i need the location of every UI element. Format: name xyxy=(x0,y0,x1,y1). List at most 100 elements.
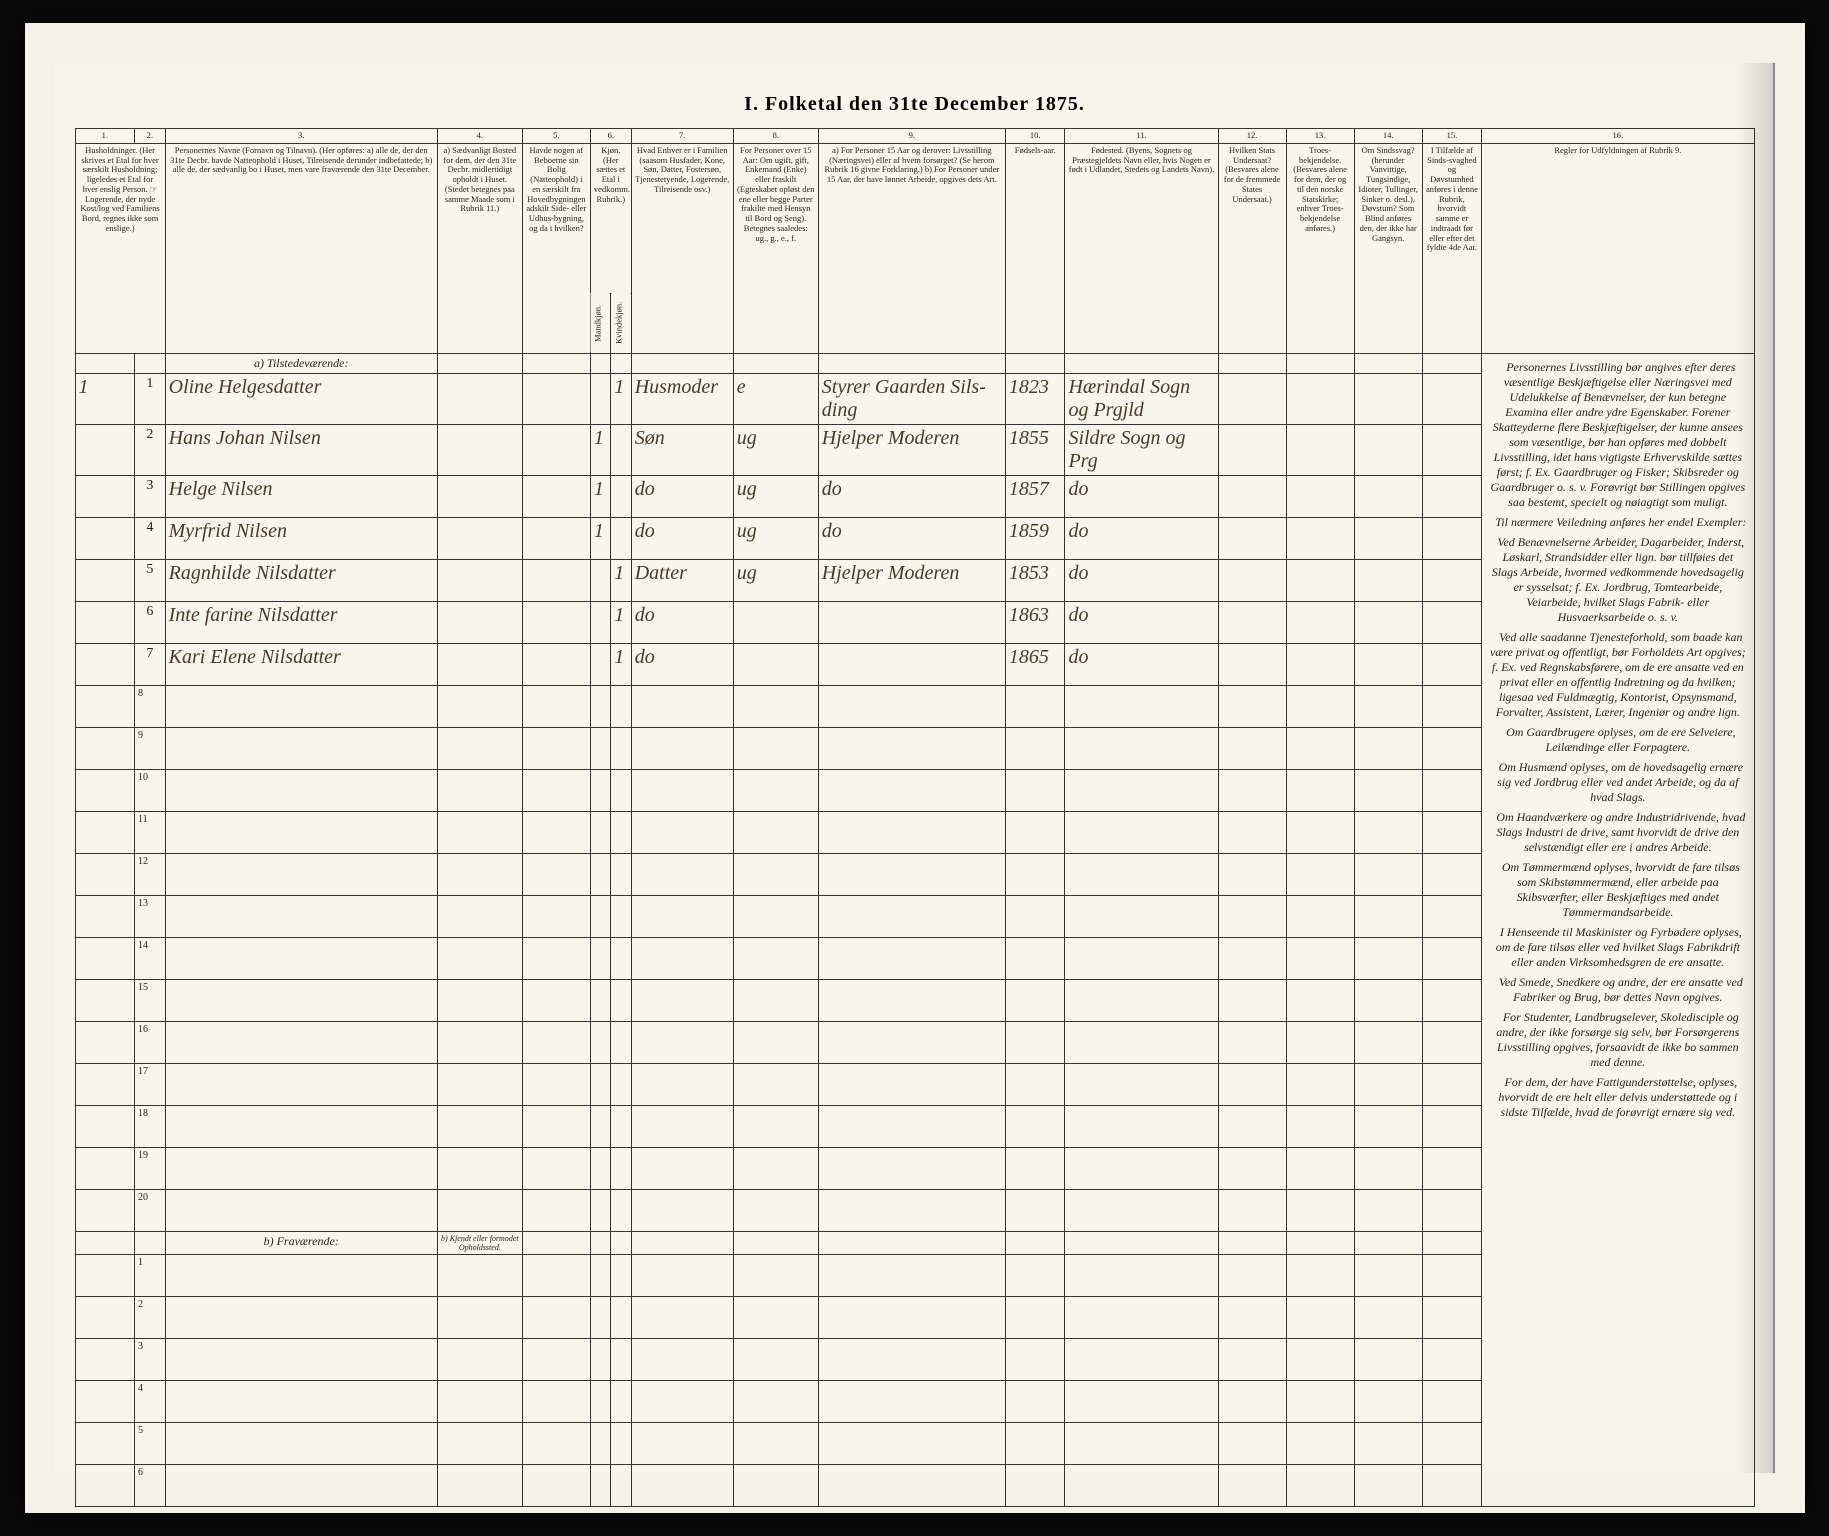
cell xyxy=(1422,1105,1482,1147)
cell xyxy=(75,1189,135,1231)
cell xyxy=(611,1021,631,1063)
cell xyxy=(1065,811,1218,853)
cell xyxy=(1065,1254,1218,1296)
cell: Helge Nilsen xyxy=(165,475,437,517)
cell xyxy=(590,1021,610,1063)
cell xyxy=(165,853,437,895)
cell xyxy=(1005,1422,1065,1464)
cell xyxy=(1286,1380,1354,1422)
cell xyxy=(818,853,1005,895)
cell xyxy=(1005,1189,1065,1231)
cell xyxy=(1065,979,1218,1021)
cell: Søn xyxy=(631,424,733,475)
cell xyxy=(1065,937,1218,979)
cell xyxy=(733,1464,818,1506)
cell: 2 xyxy=(135,1296,166,1338)
cell xyxy=(1218,353,1286,373)
cell xyxy=(75,937,135,979)
cell xyxy=(1422,937,1482,979)
cell xyxy=(611,979,631,1021)
cell xyxy=(590,601,610,643)
cell xyxy=(733,601,818,643)
cell xyxy=(1218,727,1286,769)
cell xyxy=(135,353,166,373)
cell xyxy=(437,1063,522,1105)
cell xyxy=(611,937,631,979)
cell xyxy=(1218,769,1286,811)
cell xyxy=(522,937,590,979)
hdr-occupation: a) For Personer 15 Aar og derover: Livss… xyxy=(818,143,1005,353)
cell xyxy=(611,424,631,475)
cell xyxy=(522,1254,590,1296)
cell xyxy=(1286,373,1354,424)
cell xyxy=(1354,1189,1422,1231)
hdr-female: Kvindekjøn. xyxy=(611,293,631,353)
cell: 1 xyxy=(135,373,166,424)
cell: 3 xyxy=(135,1338,166,1380)
cell xyxy=(1422,643,1482,685)
cell xyxy=(1065,769,1218,811)
cell: Kari Elene Nilsdatter xyxy=(165,643,437,685)
cell xyxy=(733,353,818,373)
cell xyxy=(590,979,610,1021)
rules-paragraph: Om Haandværkere og andre Industridrivend… xyxy=(1488,810,1747,855)
cell xyxy=(631,979,733,1021)
cell xyxy=(611,1147,631,1189)
cell: 9 xyxy=(135,727,166,769)
cell xyxy=(611,1063,631,1105)
cell xyxy=(522,424,590,475)
cell xyxy=(165,811,437,853)
cell xyxy=(590,1231,610,1254)
cell: 1 xyxy=(75,373,135,424)
cell xyxy=(1005,1296,1065,1338)
cell xyxy=(1422,475,1482,517)
rules-paragraph: Ved Benævnelserne Arbeider, Dagarbeider,… xyxy=(1488,535,1747,625)
cell xyxy=(437,727,522,769)
cell xyxy=(522,979,590,1021)
cell: Myrfrid Nilsen xyxy=(165,517,437,559)
cell xyxy=(590,643,610,685)
cell xyxy=(1422,979,1482,1021)
cell xyxy=(522,1231,590,1254)
cell: 1 xyxy=(135,1254,166,1296)
cell xyxy=(522,353,590,373)
cell xyxy=(1354,1147,1422,1189)
cell xyxy=(437,1147,522,1189)
rules-paragraph: Ved Smede, Snedkere og andre, der ere an… xyxy=(1488,975,1747,1005)
cell xyxy=(522,895,590,937)
cell xyxy=(1218,979,1286,1021)
cell xyxy=(733,853,818,895)
cell: do xyxy=(1065,601,1218,643)
cell xyxy=(165,1105,437,1147)
cell xyxy=(437,1021,522,1063)
cell xyxy=(522,1464,590,1506)
cell xyxy=(1065,727,1218,769)
colnum: 14. xyxy=(1354,129,1422,144)
cell xyxy=(611,685,631,727)
cell xyxy=(75,895,135,937)
cell xyxy=(165,1189,437,1231)
cell xyxy=(165,1464,437,1506)
cell xyxy=(522,1189,590,1231)
cell: 2 xyxy=(135,424,166,475)
cell: 5 xyxy=(135,559,166,601)
cell xyxy=(1005,769,1065,811)
cell xyxy=(522,601,590,643)
cell: 1 xyxy=(611,643,631,685)
cell xyxy=(165,685,437,727)
rules-text: Personernes Livsstilling bør angives eft… xyxy=(1482,353,1754,1506)
cell xyxy=(1354,1105,1422,1147)
cell xyxy=(1286,937,1354,979)
cell xyxy=(165,937,437,979)
cell xyxy=(631,1338,733,1380)
cell xyxy=(631,727,733,769)
cell xyxy=(590,1338,610,1380)
cell xyxy=(1422,1063,1482,1105)
cell xyxy=(1005,1147,1065,1189)
cell xyxy=(1286,475,1354,517)
cell xyxy=(590,685,610,727)
cell xyxy=(165,1422,437,1464)
cell: 1857 xyxy=(1005,475,1065,517)
cell: Inte farine Nilsdatter xyxy=(165,601,437,643)
cell xyxy=(1422,1380,1482,1422)
